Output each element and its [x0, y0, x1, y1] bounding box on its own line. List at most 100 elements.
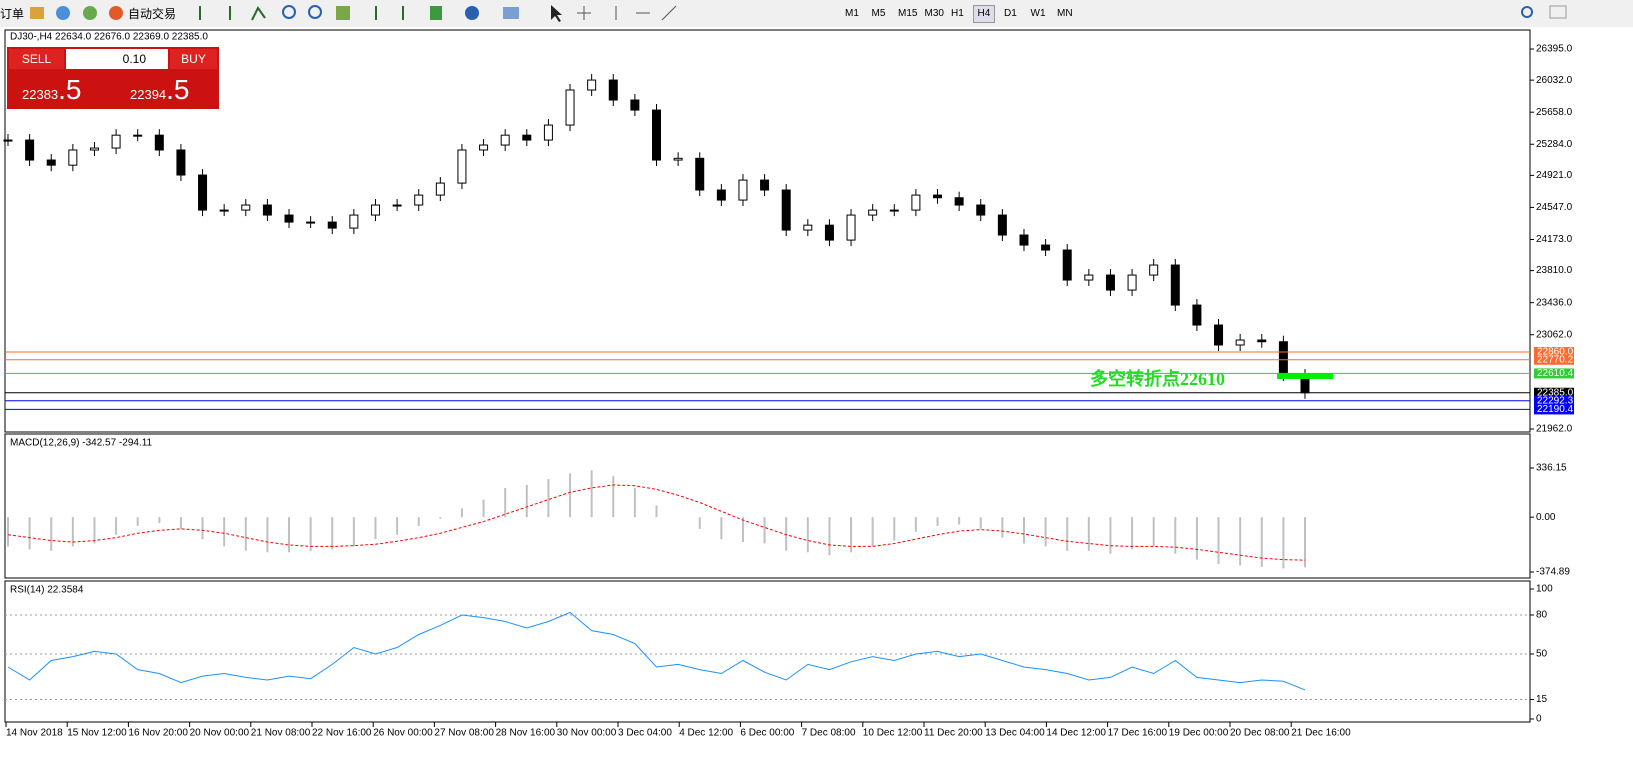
candle [1019, 234, 1029, 246]
candle [1257, 339, 1267, 343]
candle [738, 179, 748, 201]
x-tick-label: 14 Nov 2018 [6, 728, 63, 739]
rsi-line [7, 611, 1306, 691]
y-tick-label: 0.00 [1536, 512, 1556, 523]
annotation: 多空转折点22610 [1090, 368, 1225, 389]
price-tag-label: 22385.0 [1537, 387, 1574, 398]
panel-frame [4, 433, 1531, 579]
candle [500, 134, 510, 146]
sell-button[interactable]: SELL [9, 49, 64, 69]
x-tick-label: 28 Nov 16:00 [496, 728, 556, 739]
timeframe-button[interactable]: H1 [951, 8, 964, 19]
timeframe-button[interactable]: M1 [845, 8, 859, 19]
candle [111, 134, 121, 149]
x-tick-label: 4 Dec 12:00 [679, 728, 733, 739]
macd-bar [439, 517, 442, 519]
ask-price: 22394.5 [130, 75, 190, 110]
timeframe-button[interactable]: MN [1057, 8, 1073, 19]
y-tick-label: 24921.0 [1536, 170, 1573, 181]
y-tick-label: 26032.0 [1536, 75, 1573, 86]
macd-bar [1217, 517, 1220, 564]
macd-bar [547, 479, 550, 518]
x-tick-label: 20 Nov 00:00 [190, 728, 250, 739]
macd-bar [223, 517, 226, 547]
macd-bar [612, 476, 615, 518]
x-tick-label: 10 Dec 12:00 [863, 728, 923, 739]
y-tick-label: 80 [1536, 610, 1548, 621]
x-tick-label: 15 Nov 12:00 [67, 728, 127, 739]
candle [349, 214, 359, 229]
x-tick-label: 21 Dec 16:00 [1291, 728, 1351, 739]
auto-trading-button[interactable]: 自动交易 [128, 7, 177, 21]
macd-bar [374, 517, 377, 540]
price-tag [1534, 368, 1574, 379]
candle [608, 79, 618, 101]
macd-bar [1066, 517, 1069, 551]
candle [133, 134, 143, 137]
candle [1084, 274, 1094, 281]
macd-bar [1239, 517, 1242, 566]
x-tick-label: 26 Nov 00:00 [373, 728, 433, 739]
macd-bar [893, 517, 896, 541]
candle [1041, 244, 1051, 251]
macd-bar [720, 517, 723, 540]
volume-input[interactable]: 0.10 [66, 49, 168, 69]
macd-bar [1044, 517, 1047, 547]
candle [262, 204, 272, 216]
timeframe-button[interactable]: M30 [924, 8, 944, 19]
candle [1127, 274, 1137, 291]
candle [457, 149, 467, 184]
macd-bar [71, 517, 74, 547]
macd-bar [936, 517, 939, 526]
macd-bar [201, 517, 204, 540]
signal-line [7, 484, 1306, 561]
ask-main: 22394 [130, 87, 167, 102]
candle [1170, 264, 1180, 306]
chart-window: DJ30-,H4 22634.0 22676.0 22369.0 22385.0… [0, 27, 1633, 779]
candle [1192, 304, 1202, 326]
x-tick-label: 13 Dec 04:00 [985, 728, 1045, 739]
candle [976, 204, 986, 216]
macd-bar [914, 517, 917, 532]
candle [435, 182, 445, 196]
candle [46, 159, 56, 166]
macd-bar [979, 517, 982, 529]
x-tick-label: 3 Dec 04:00 [618, 728, 672, 739]
candle [327, 221, 337, 229]
macd-bar [633, 487, 636, 518]
y-tick-label: 25284.0 [1536, 139, 1573, 150]
annotation-marker [1277, 373, 1333, 379]
macd-bar [93, 517, 96, 544]
candle [565, 89, 575, 126]
macd-bar [1304, 517, 1306, 568]
macd-bar [504, 487, 507, 518]
timeframe-button[interactable]: W1 [1030, 8, 1046, 19]
buy-button[interactable]: BUY [170, 49, 217, 69]
macd-bar [1131, 517, 1134, 550]
price-tag [1534, 354, 1574, 365]
candle [198, 174, 208, 211]
candle [1062, 249, 1072, 281]
timeframe-button[interactable]: H4 [972, 5, 996, 23]
order-button[interactable]: 订单 [0, 7, 25, 21]
macd-bar [396, 517, 399, 535]
x-tick-label: 6 Dec 00:00 [740, 728, 794, 739]
timeframe-button[interactable]: M15 [898, 8, 918, 19]
candle [889, 209, 899, 212]
price-tag-label: 22190.4 [1537, 404, 1574, 415]
timeframe-button[interactable]: D1 [1004, 8, 1017, 19]
candle [933, 194, 943, 199]
y-tick-label: 100 [1536, 584, 1553, 595]
price-tag-label: 22610.4 [1537, 368, 1574, 379]
x-tick-label: 16 Nov 20:00 [128, 728, 188, 739]
panel-title: MACD(12,26,9) -342.57 -294.11 [10, 438, 153, 449]
macd-bar [7, 517, 9, 547]
y-tick-label: 24173.0 [1536, 234, 1573, 245]
macd-bar [828, 517, 831, 556]
timeframe-button[interactable]: M5 [871, 8, 886, 19]
candle [89, 147, 99, 151]
macd-bar [1087, 517, 1090, 551]
candle [716, 189, 726, 201]
y-tick-label: 15 [1536, 694, 1548, 705]
price-tag-label: 22860.0 [1537, 347, 1574, 358]
